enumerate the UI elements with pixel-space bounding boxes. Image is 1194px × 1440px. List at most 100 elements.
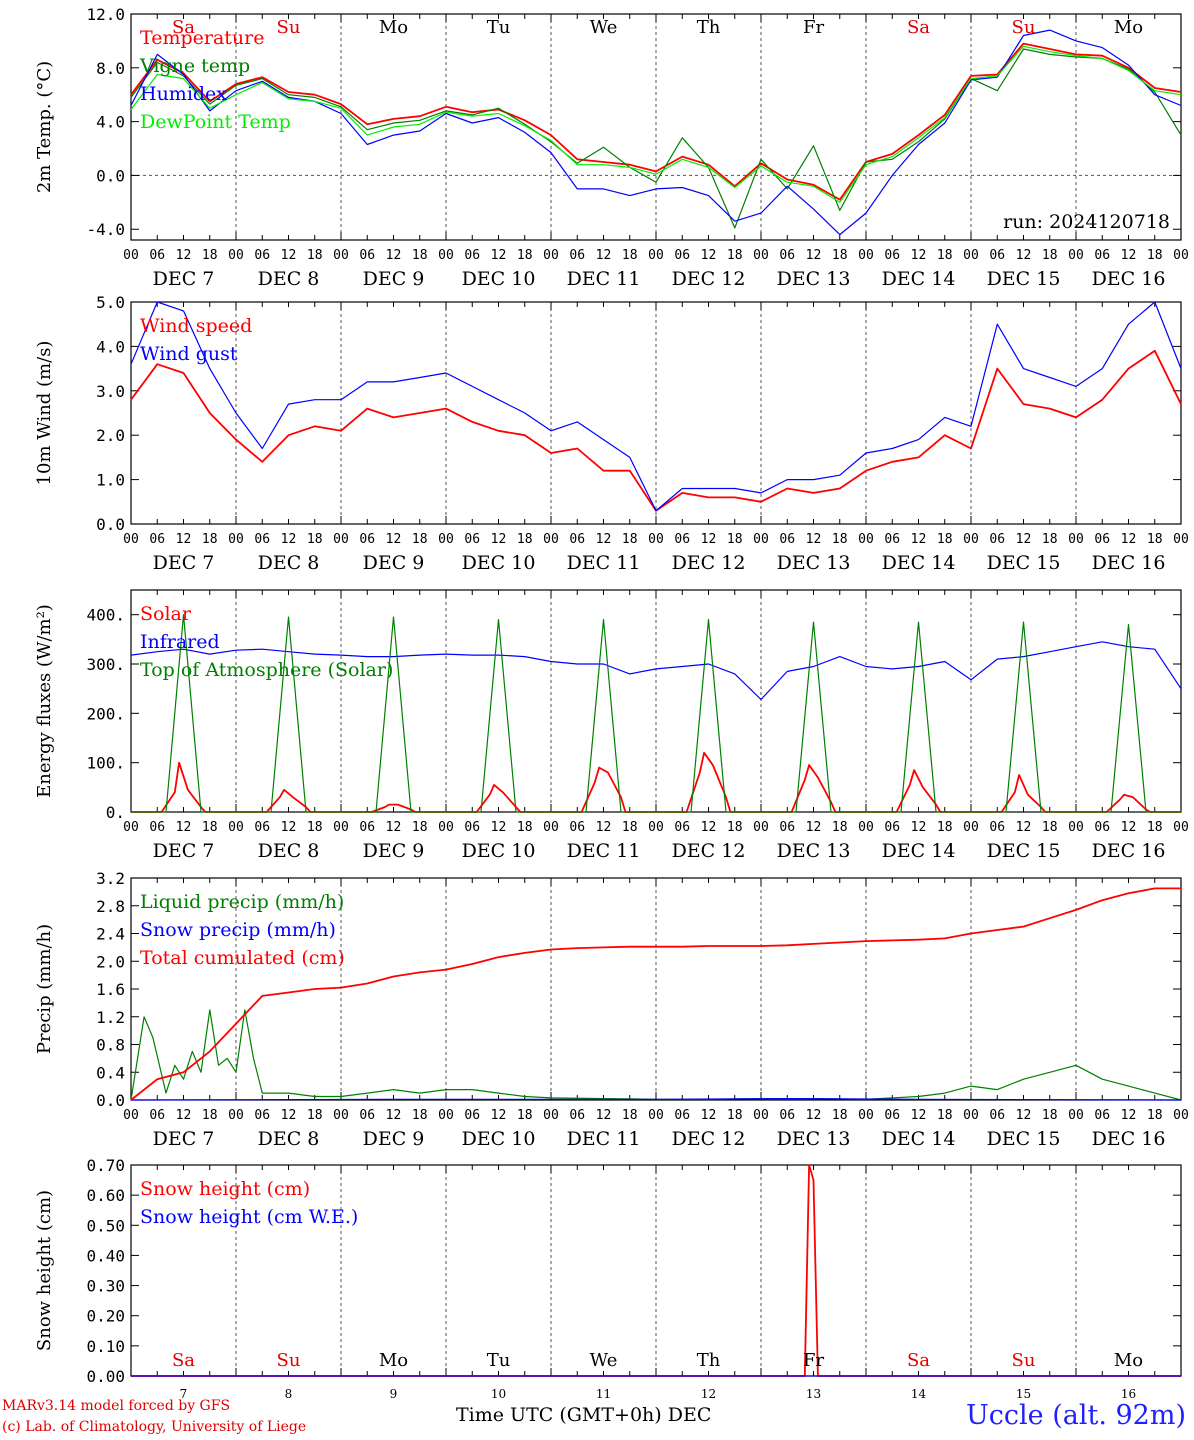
day-date-label: DEC 13 [777, 1128, 851, 1150]
day-date-label: DEC 7 [153, 840, 215, 862]
hour-tick-label: 06 [254, 248, 270, 263]
y-tick-label: 1.2 [96, 1008, 125, 1027]
day-date-label: DEC 9 [363, 552, 425, 574]
hour-tick-label: 00 [1173, 248, 1189, 263]
hour-tick-label: 00 [753, 248, 769, 263]
hour-tick-label: 06 [359, 820, 375, 835]
hour-tick-label: 12 [701, 532, 717, 547]
hour-tick-label: 18 [1042, 1108, 1058, 1123]
hour-tick-label: 06 [254, 820, 270, 835]
day-number-label: 10 [491, 1387, 506, 1401]
hour-tick-label: 00 [438, 820, 454, 835]
day-date-label: DEC 16 [1092, 268, 1166, 290]
day-date-label: DEC 14 [882, 1128, 956, 1150]
y-axis-title: Energy fluxes (W/m²) [34, 604, 55, 798]
hour-tick-label: 18 [1147, 820, 1163, 835]
hour-tick-label: 06 [674, 820, 690, 835]
day-number-label: 15 [1016, 1387, 1031, 1401]
hour-tick-label: 06 [569, 1108, 585, 1123]
y-tick-label: 100. [86, 754, 125, 773]
hour-tick-label: 18 [412, 1108, 428, 1123]
hour-tick-label: 12 [701, 820, 717, 835]
day-date-label: DEC 14 [882, 268, 956, 290]
day-date-label: DEC 9 [363, 840, 425, 862]
day-date-label: DEC 11 [567, 552, 641, 574]
y-tick-label: 3.2 [96, 869, 125, 888]
hour-tick-label: 18 [202, 532, 218, 547]
hour-tick-label: 06 [1094, 1108, 1110, 1123]
hour-tick-label: 06 [254, 1108, 270, 1123]
legend-entry: Snow height (cm) [140, 1178, 310, 1200]
hour-tick-label: 00 [963, 532, 979, 547]
hour-tick-label: 12 [281, 248, 297, 263]
y-axis-title: 10m Wind (m/s) [34, 341, 55, 486]
day-date-label: DEC 15 [987, 840, 1061, 862]
day-date-label: DEC 9 [363, 1128, 425, 1150]
hour-tick-label: 18 [412, 248, 428, 263]
hour-tick-label: 18 [202, 248, 218, 263]
hour-tick-label: 00 [648, 1108, 664, 1123]
series-line [130, 48, 1182, 229]
legend-entry: Humidex [140, 83, 227, 105]
hour-tick-label: 12 [596, 1108, 612, 1123]
hour-tick-label: 00 [1068, 820, 1084, 835]
day-date-label: DEC 8 [258, 552, 320, 574]
credit-line-2: (c) Lab. of Climatology, University of L… [2, 1419, 307, 1435]
hour-tick-label: 06 [464, 820, 480, 835]
hour-tick-label: 18 [202, 1108, 218, 1123]
hour-tick-label: 18 [517, 1108, 533, 1123]
hour-tick-label: 00 [1173, 1108, 1189, 1123]
weekday-label: Fr [803, 1350, 824, 1371]
hour-tick-label: 00 [123, 820, 139, 835]
hour-tick-label: 12 [386, 248, 402, 263]
hour-tick-label: 06 [1094, 248, 1110, 263]
weekday-label: Su [277, 17, 301, 38]
hour-tick-label: 06 [149, 1108, 165, 1123]
hour-tick-label: 18 [202, 820, 218, 835]
hour-tick-label: 06 [149, 248, 165, 263]
y-tick-label: 2.0 [96, 952, 125, 971]
hour-tick-label: 18 [412, 820, 428, 835]
hour-tick-label: 18 [832, 1108, 848, 1123]
hour-tick-label: 12 [491, 820, 507, 835]
hour-tick-label: 00 [963, 248, 979, 263]
series-line [130, 45, 1182, 203]
y-tick-label: 0.50 [86, 1216, 125, 1235]
day-date-label: DEC 7 [153, 552, 215, 574]
day-date-label: DEC 10 [462, 840, 536, 862]
series-line [131, 614, 1181, 813]
hour-tick-label: 18 [1147, 1108, 1163, 1123]
legend-entry: Snow height (cm W.E.) [140, 1206, 358, 1228]
y-tick-label: 0.20 [86, 1307, 125, 1326]
y-tick-label: 4.0 [96, 337, 125, 356]
hour-tick-label: 00 [438, 532, 454, 547]
hour-tick-label: 18 [307, 248, 323, 263]
series-line [130, 1097, 1182, 1101]
weekday-label: We [590, 1350, 618, 1371]
hour-tick-label: 18 [517, 532, 533, 547]
legend-entry: Infrared [140, 631, 220, 653]
hour-tick-label: 06 [254, 532, 270, 547]
hour-tick-label: 00 [333, 532, 349, 547]
hour-tick-label: 12 [1016, 248, 1032, 263]
y-tick-label: 200. [86, 704, 125, 723]
legend-entry: Total cumulated (cm) [140, 947, 345, 969]
hour-tick-label: 18 [1042, 820, 1058, 835]
hour-tick-label: 12 [1016, 532, 1032, 547]
hour-tick-label: 06 [779, 248, 795, 263]
hour-tick-label: 06 [779, 820, 795, 835]
day-date-label: DEC 13 [777, 840, 851, 862]
hour-tick-label: 06 [779, 1108, 795, 1123]
y-tick-label: 400. [86, 606, 125, 625]
hour-tick-label: 00 [1068, 1108, 1084, 1123]
hour-tick-label: 18 [727, 1108, 743, 1123]
weekday-label: Tu [487, 17, 511, 38]
y-tick-label: 0.60 [86, 1186, 125, 1205]
hour-tick-label: 00 [333, 1108, 349, 1123]
hour-tick-label: 06 [359, 248, 375, 263]
hour-tick-label: 06 [989, 248, 1005, 263]
hour-tick-label: 12 [911, 532, 927, 547]
hour-tick-label: 06 [674, 532, 690, 547]
hour-tick-label: 12 [281, 1108, 297, 1123]
